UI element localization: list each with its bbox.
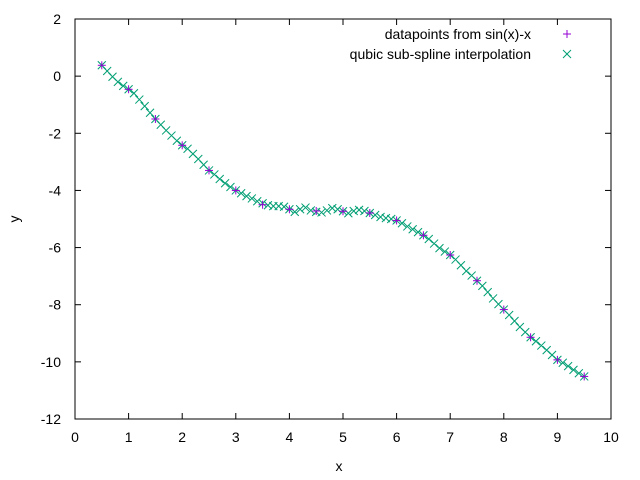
spline-point bbox=[252, 196, 262, 206]
spline-point bbox=[370, 210, 380, 220]
x-tick-label: 6 bbox=[393, 429, 401, 445]
data-point bbox=[526, 333, 535, 342]
data-point bbox=[392, 216, 401, 225]
data-point bbox=[339, 207, 347, 216]
spline-point bbox=[333, 204, 342, 214]
spline-point bbox=[129, 88, 139, 98]
legend-label: datapoints from sin(x)-x bbox=[385, 26, 531, 42]
x-tick-label: 8 bbox=[500, 429, 508, 445]
data-point bbox=[97, 61, 106, 70]
legend: datapoints from sin(x)-x qubic sub-spline… bbox=[350, 26, 572, 62]
spline-point bbox=[317, 208, 326, 217]
ticks bbox=[74, 18, 612, 420]
spline-point bbox=[376, 212, 385, 222]
data-point bbox=[419, 231, 428, 240]
spline-point bbox=[563, 361, 573, 371]
x-tick-label: 2 bbox=[178, 429, 186, 445]
series-spline bbox=[97, 60, 589, 381]
data-point bbox=[231, 186, 240, 195]
y-axis-label: y bbox=[6, 216, 22, 223]
spline-point bbox=[220, 178, 230, 188]
tick-labels: 0 1 2 3 4 5 6 7 8 9 10 2 0 -2 -4 -6 -8 -10 -12 bbox=[41, 11, 619, 445]
spline-point bbox=[210, 170, 219, 179]
y-tick-label: -6 bbox=[49, 240, 62, 256]
data-point bbox=[553, 355, 562, 364]
data-point bbox=[580, 372, 589, 381]
spline-point bbox=[408, 224, 418, 234]
spline-point bbox=[483, 287, 493, 297]
spline-point bbox=[360, 206, 369, 216]
data-point bbox=[178, 141, 187, 150]
data-point bbox=[312, 207, 321, 215]
y-tick-label: 0 bbox=[53, 68, 61, 84]
legend-marker bbox=[563, 30, 571, 38]
series-layer bbox=[97, 60, 589, 381]
spline-point bbox=[226, 182, 235, 192]
spline-point bbox=[263, 200, 273, 210]
spline-point bbox=[349, 206, 359, 216]
y-tick-label: -10 bbox=[41, 354, 61, 370]
y-tick-label: -8 bbox=[49, 297, 62, 313]
spline-point bbox=[461, 266, 471, 276]
legend-label: qubic sub-spline interpolation bbox=[350, 46, 531, 62]
spline-point bbox=[322, 206, 332, 215]
spline-point bbox=[145, 108, 155, 118]
spline-point bbox=[569, 365, 578, 375]
data-point bbox=[258, 200, 267, 209]
y-tick-label: -2 bbox=[49, 125, 62, 141]
legend-marker bbox=[562, 49, 572, 59]
spline-point bbox=[344, 208, 353, 218]
y-tick-label: 2 bbox=[53, 11, 61, 27]
spline-point bbox=[172, 136, 182, 146]
x-tick-label: 10 bbox=[603, 429, 619, 445]
spline-point bbox=[354, 205, 364, 215]
spline-point bbox=[306, 206, 316, 215]
spline-point bbox=[215, 174, 225, 184]
data-point bbox=[124, 85, 133, 94]
spline-point bbox=[247, 194, 257, 203]
spline-point bbox=[327, 203, 337, 213]
x-tick-label: 0 bbox=[71, 429, 79, 445]
spline-point bbox=[134, 95, 144, 104]
data-point bbox=[473, 276, 481, 285]
spline-point bbox=[531, 336, 541, 346]
x-tick-label: 5 bbox=[339, 429, 347, 445]
spline-point bbox=[295, 204, 305, 214]
data-point bbox=[446, 251, 455, 259]
data-point bbox=[285, 205, 294, 214]
spline-point bbox=[140, 101, 150, 111]
spline-point bbox=[402, 222, 412, 231]
data-point bbox=[499, 305, 508, 314]
x-axis-label: x bbox=[336, 458, 343, 474]
y-tick-label: -4 bbox=[49, 182, 62, 198]
x-tick-label: 1 bbox=[125, 429, 133, 445]
spline-point bbox=[381, 213, 391, 223]
spline-point bbox=[118, 81, 128, 91]
data-point bbox=[151, 115, 160, 123]
spline-point bbox=[478, 281, 487, 291]
spline-point bbox=[386, 214, 396, 224]
x-tick-label: 9 bbox=[554, 429, 562, 445]
data-point bbox=[205, 166, 213, 175]
x-tick-label: 4 bbox=[286, 429, 294, 445]
spline-point bbox=[301, 203, 310, 212]
series-datapoints bbox=[97, 61, 589, 381]
data-point bbox=[365, 209, 374, 217]
plot-frame bbox=[74, 18, 612, 420]
y-tick-label: -12 bbox=[41, 411, 61, 427]
x-tick-label: 7 bbox=[446, 429, 454, 445]
spline-point bbox=[424, 234, 434, 244]
spline-point bbox=[536, 341, 546, 350]
spline-point bbox=[429, 239, 439, 248]
spline-point bbox=[113, 77, 123, 87]
spline-point bbox=[242, 191, 251, 201]
spline-point bbox=[440, 247, 450, 256]
spline-point bbox=[435, 243, 444, 253]
x-tick-label: 3 bbox=[232, 429, 240, 445]
